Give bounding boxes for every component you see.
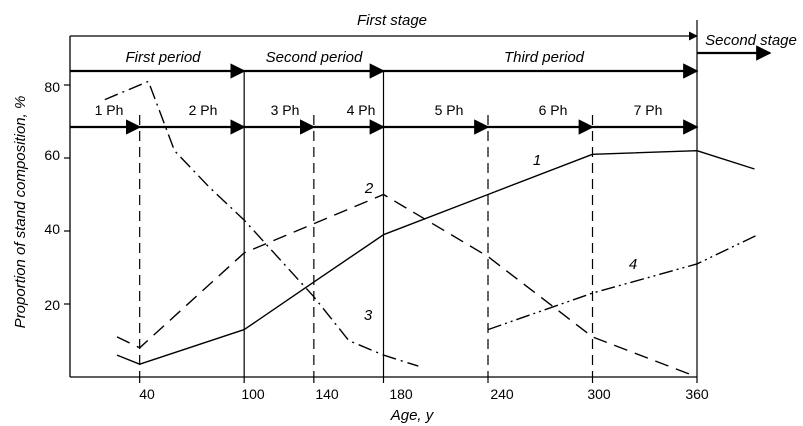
series-label-3: 3 [364, 307, 373, 324]
series-label-2: 2 [364, 180, 374, 197]
third-period-label: Third period [504, 49, 585, 66]
stage-period-phase-arrows [70, 31, 772, 135]
first-period-label: First period [125, 49, 201, 66]
y-axis-label: Proportion of stand composition, % [12, 96, 29, 329]
y-tick-label-40: 40 [44, 221, 60, 237]
x-tick-label-180: 180 [389, 386, 413, 402]
phase-label-2: 2 Ph [189, 102, 218, 118]
series-line-3 [104, 80, 419, 367]
y-tick-label-60: 60 [44, 147, 60, 163]
y-tick-label-80: 80 [44, 79, 60, 95]
phase-label-1: 1 Ph [95, 102, 124, 118]
y-tick-label-20: 20 [44, 297, 60, 313]
x-tick-label-100: 100 [241, 386, 265, 402]
series-line-4 [487, 234, 759, 331]
series-label-4: 4 [629, 256, 637, 273]
phase-label-6: 6 Ph [539, 102, 568, 118]
second-period-label: Second period [266, 49, 363, 66]
x-tick-label-40: 40 [139, 386, 155, 402]
boundary-lines [139, 20, 698, 377]
phase-label-7: 7 Ph [634, 102, 663, 118]
second-stage-label: Second stage [705, 32, 797, 49]
x-tick-label-140: 140 [315, 386, 339, 402]
x-tick-label-360: 360 [685, 386, 709, 402]
phase-label-4: 4 Ph [347, 102, 376, 118]
phase-label-3: 3 Ph [271, 102, 300, 118]
x-axis-label: Age, y [390, 407, 435, 424]
first-stage-label: First stage [357, 12, 427, 29]
series-line-2 [116, 193, 698, 378]
series-lines [104, 80, 759, 378]
series-line-1 [116, 149, 755, 365]
x-tick-label-240: 240 [490, 386, 514, 402]
axis-ticks [64, 84, 698, 383]
series-label-1: 1 [533, 152, 541, 169]
phase-label-5: 5 Ph [435, 102, 464, 118]
x-tick-label-300: 300 [587, 386, 611, 402]
